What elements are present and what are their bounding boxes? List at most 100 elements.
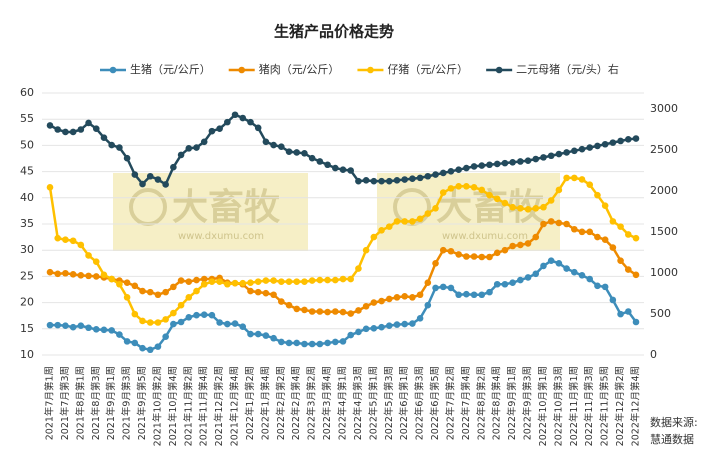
source-text: 慧通数据	[650, 432, 694, 446]
data-point	[46, 122, 54, 129]
data-point	[69, 323, 77, 331]
legend-label: 二元母猪（元/头）右	[516, 62, 619, 76]
data-point	[239, 279, 247, 287]
data-point	[532, 270, 540, 278]
data-point	[123, 154, 131, 162]
data-point	[278, 298, 285, 305]
data-point	[447, 284, 455, 292]
data-point	[216, 319, 223, 326]
data-point	[46, 268, 54, 276]
data-point	[432, 171, 439, 178]
data-point	[92, 125, 100, 132]
data-point	[216, 125, 223, 132]
data-point	[524, 240, 532, 247]
x-tick-label: 2021年7月第1周	[44, 366, 56, 440]
data-point	[308, 308, 316, 315]
data-point	[231, 111, 239, 119]
series-line	[50, 259, 638, 352]
data-point	[154, 319, 162, 326]
data-point	[285, 339, 293, 347]
data-point	[278, 143, 285, 151]
data-point	[493, 249, 501, 257]
data-point	[447, 168, 455, 175]
data-point	[123, 294, 131, 301]
x-tick-label: 2022年11月第1周	[568, 366, 580, 446]
data-point	[208, 278, 216, 285]
data-point	[601, 202, 609, 209]
x-tick-label: 2021年9月第1周	[105, 366, 117, 440]
data-point	[262, 289, 270, 297]
data-point	[139, 317, 146, 325]
x-tick-label: 2022年6月第3周	[414, 366, 426, 440]
data-point	[478, 253, 486, 261]
watermark-url: www.dxumu.com	[178, 231, 264, 242]
data-point	[46, 321, 54, 329]
data-point	[131, 171, 139, 178]
data-point	[316, 158, 324, 165]
data-point	[247, 118, 254, 126]
y2-tick-label: 1000	[650, 266, 678, 279]
data-point	[239, 323, 247, 331]
data-point	[85, 119, 92, 127]
data-point	[247, 330, 254, 338]
data-point	[478, 186, 486, 194]
watermark-text: 大畜牧	[172, 187, 281, 228]
data-point	[185, 313, 193, 321]
data-point	[347, 331, 355, 339]
data-point	[463, 164, 470, 172]
data-point	[409, 175, 416, 182]
data-point	[54, 270, 62, 278]
y-tick-label: 30	[20, 243, 34, 256]
data-point	[131, 310, 139, 318]
data-point	[339, 166, 347, 173]
data-point	[177, 151, 185, 159]
legend-label: 生猪（元/公斤）	[130, 62, 211, 76]
data-point	[69, 128, 77, 136]
x-tick-label: 2022年6月第5周	[429, 366, 441, 440]
data-point	[331, 276, 339, 284]
data-point	[239, 114, 247, 122]
data-point	[586, 181, 594, 188]
data-point	[77, 241, 85, 249]
data-point	[362, 177, 370, 184]
data-point	[532, 233, 540, 241]
y2-tick-label: 0	[650, 348, 657, 361]
data-point	[378, 323, 385, 331]
x-tick-label: 2021年11月第2周	[182, 366, 194, 446]
data-point	[517, 241, 524, 249]
data-point	[324, 276, 331, 284]
data-point	[316, 340, 324, 348]
data-point	[624, 308, 632, 315]
data-point	[632, 271, 640, 279]
data-point	[154, 176, 162, 183]
data-point	[401, 218, 408, 225]
data-point	[224, 118, 231, 126]
x-tick-label: 2022年8月第2周	[475, 366, 487, 440]
data-point	[146, 346, 154, 354]
data-point	[293, 305, 301, 313]
x-tick-label: 2021年11月第4周	[198, 366, 210, 446]
x-tick-label: 2022年9月第1周	[506, 366, 518, 440]
y2-tick-label: 3000	[650, 102, 678, 115]
y-tick-label: 15	[20, 322, 34, 335]
data-point	[193, 144, 200, 151]
data-point	[77, 272, 85, 279]
data-point	[200, 280, 208, 288]
data-point	[393, 218, 401, 225]
data-point	[285, 278, 293, 285]
data-point	[432, 260, 439, 267]
data-point	[416, 291, 424, 299]
data-point	[517, 158, 524, 165]
data-point	[594, 191, 601, 199]
data-point	[370, 233, 378, 241]
data-point	[54, 234, 62, 242]
data-point	[270, 334, 277, 342]
data-point	[362, 325, 370, 333]
data-point	[208, 127, 216, 135]
data-point	[224, 320, 231, 328]
x-tick-label: 2022年11月第3周	[583, 366, 595, 446]
data-point	[439, 283, 447, 291]
data-point	[586, 275, 594, 283]
data-point	[331, 164, 339, 172]
x-tick-label: 2022年12月第4周	[630, 366, 642, 446]
